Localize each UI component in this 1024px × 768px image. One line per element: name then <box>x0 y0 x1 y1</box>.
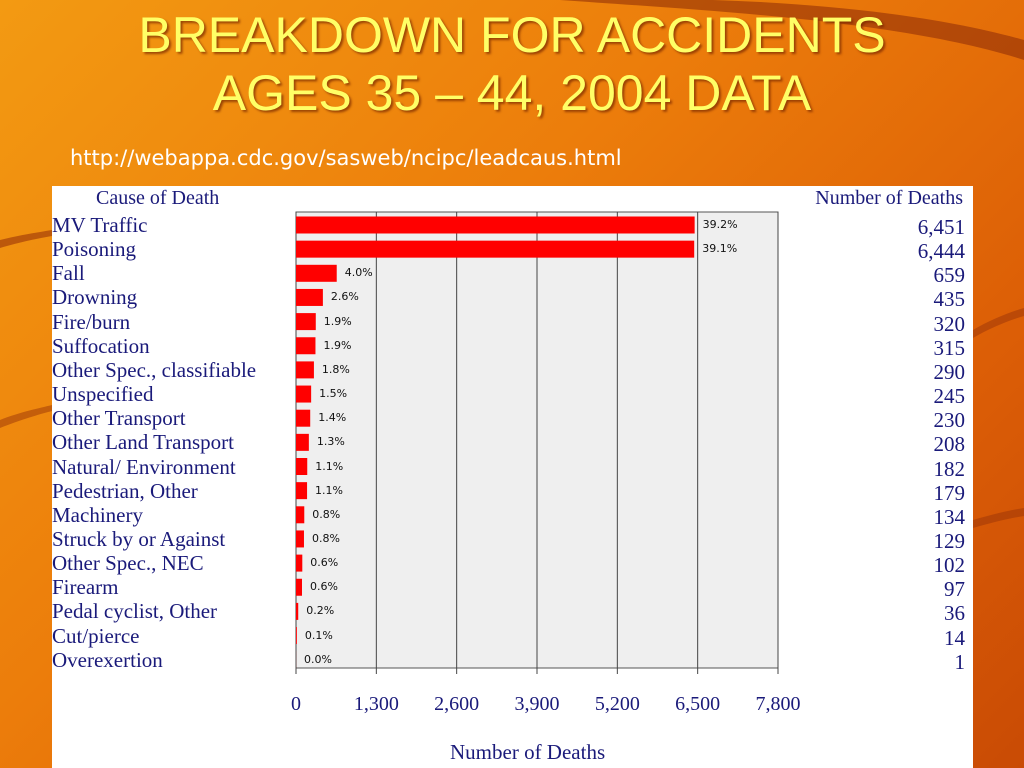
death-count-label: 14 <box>944 625 965 650</box>
x-tick-label: 3,900 <box>514 693 560 715</box>
cause-label: Pedal cyclist, Other <box>52 599 218 624</box>
death-count-label: 102 <box>933 553 966 578</box>
cause-label: Overexertion <box>52 647 163 672</box>
cause-label: Other Transport <box>52 406 186 431</box>
percent-label: 2.6% <box>330 290 359 304</box>
bar <box>296 337 316 355</box>
death-count-label: 1 <box>954 649 966 674</box>
cause-label: Pedestrian, Other <box>52 478 198 503</box>
cause-label: Struck by or Against <box>52 526 226 551</box>
number-of-deaths-header: Number of Deaths <box>815 187 963 209</box>
bar <box>296 506 305 524</box>
cause-label: Drowning <box>52 285 138 310</box>
bar <box>296 433 309 451</box>
percent-label: 1.3% <box>316 435 345 449</box>
bar <box>296 240 695 258</box>
percent-label: 1.4% <box>318 411 347 425</box>
cause-label: Suffocation <box>52 333 150 358</box>
bar <box>296 385 312 403</box>
death-count-label: 179 <box>933 480 966 505</box>
death-count-label: 36 <box>944 601 965 626</box>
cause-label: Firearm <box>52 575 119 600</box>
cause-label: Unspecified <box>52 382 154 407</box>
death-count-label: 320 <box>933 311 966 336</box>
bar <box>296 313 316 331</box>
cause-label: MV Traffic <box>52 213 148 237</box>
percent-label: 1.5% <box>319 387 348 401</box>
x-tick-label: 5,200 <box>594 693 640 715</box>
bar <box>296 216 695 234</box>
source-url: http://webappa.cdc.gov/sasweb/ncipc/lead… <box>70 146 622 170</box>
percent-label: 1.9% <box>323 338 352 352</box>
percent-label: 0.1% <box>304 628 333 642</box>
cause-label: Other Spec., classifiable <box>52 357 257 382</box>
x-tick-label: 2,600 <box>434 693 480 715</box>
chart-panel: Cause of Death Number of Deaths Number o… <box>52 186 973 768</box>
cause-label: Natural/ Environment <box>52 454 236 479</box>
death-count-label: 230 <box>933 408 966 433</box>
cause-label: Fall <box>52 261 85 286</box>
percent-label: 39.2% <box>702 218 738 231</box>
x-tick-label: 6,500 <box>675 693 721 715</box>
cause-label: Cut/pierce <box>52 623 140 648</box>
death-count-label: 134 <box>933 504 966 529</box>
death-count-label: 6,444 <box>917 239 965 264</box>
death-count-label: 245 <box>933 384 966 409</box>
cause-label: Fire/burn <box>52 309 131 334</box>
death-count-label: 182 <box>933 456 966 481</box>
bar <box>296 288 323 306</box>
bar <box>296 627 297 645</box>
percent-label: 1.1% <box>315 459 344 473</box>
death-count-label: 290 <box>933 359 966 384</box>
bar-chart <box>295 211 779 674</box>
percent-label: 1.8% <box>321 362 350 376</box>
bar <box>296 458 308 475</box>
death-count-label: 97 <box>944 577 965 602</box>
cause-label: Machinery <box>52 502 143 527</box>
bar <box>296 482 308 500</box>
death-count-label: 435 <box>933 287 966 312</box>
bar <box>296 530 304 548</box>
percent-label: 39.1% <box>702 242 738 256</box>
x-tick-label: 1,300 <box>353 693 399 715</box>
death-count-label: 208 <box>933 432 966 457</box>
cause-label: Other Spec., NEC <box>52 551 204 576</box>
bar <box>296 602 299 620</box>
percent-label: 0.6% <box>310 556 339 570</box>
percent-label: 1.9% <box>323 314 352 328</box>
death-count-label: 315 <box>933 335 966 360</box>
death-count-label: 659 <box>933 263 966 288</box>
bar <box>296 409 311 427</box>
x-axis-title: Number of Deaths <box>450 740 606 764</box>
percent-label: 0.2% <box>306 604 335 618</box>
cause-label: Poisoning <box>52 237 137 262</box>
bar <box>296 361 314 379</box>
bar <box>296 578 302 596</box>
slide-title: BREAKDOWN FOR ACCIDENTS AGES 35 – 44, 20… <box>0 6 1024 122</box>
death-count-label: 129 <box>933 528 966 553</box>
percent-label: 0.8% <box>312 507 341 521</box>
bar <box>296 264 337 282</box>
x-tick-label: 0 <box>291 693 301 715</box>
bar <box>296 554 303 572</box>
slide-title-line2: AGES 35 – 44, 2004 DATA <box>212 65 812 121</box>
cause-of-death-header: Cause of Death <box>96 187 220 209</box>
percent-label: 4.0% <box>344 266 373 280</box>
slide-title-line1: BREAKDOWN FOR ACCIDENTS <box>138 7 886 63</box>
cause-label: Other Land Transport <box>52 430 234 455</box>
death-count-label: 6,451 <box>917 215 965 239</box>
percent-label: 0.8% <box>311 531 340 545</box>
x-tick-label: 7,800 <box>755 693 801 715</box>
percent-label: 0.0% <box>304 652 332 666</box>
percent-label: 1.1% <box>315 483 343 497</box>
percent-label: 0.6% <box>309 580 338 594</box>
